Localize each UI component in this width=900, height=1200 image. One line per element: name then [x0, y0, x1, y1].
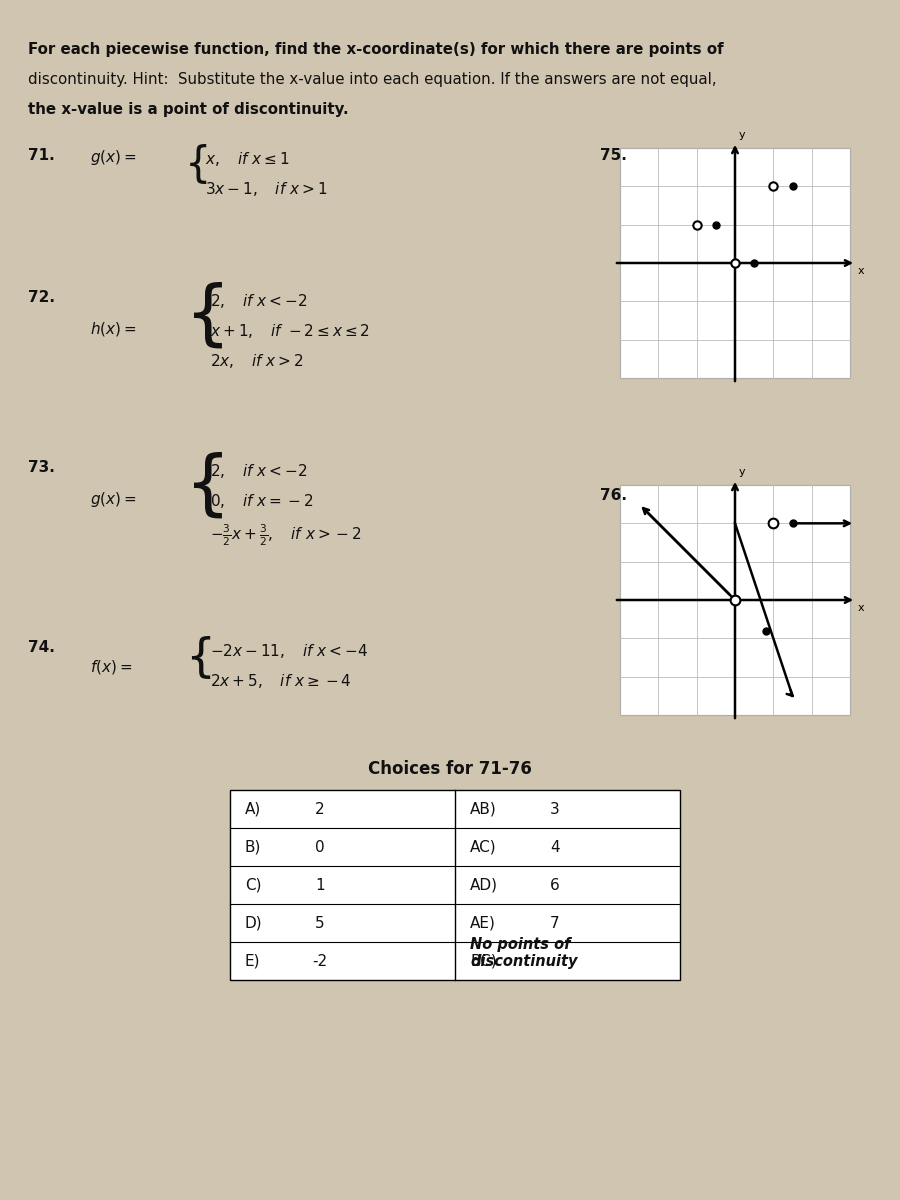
Text: y: y: [739, 467, 745, 476]
Text: 4: 4: [550, 840, 560, 854]
Text: AD): AD): [470, 877, 498, 893]
Text: $x,\quad if\ x \leq 1$: $x,\quad if\ x \leq 1$: [205, 150, 290, 168]
Text: AB): AB): [470, 802, 497, 816]
Text: {: {: [185, 144, 211, 186]
Text: {: {: [185, 452, 231, 521]
Text: $h(x) =$: $h(x) =$: [90, 320, 137, 338]
Text: $2x,\quad if\ x > 2$: $2x,\quad if\ x > 2$: [210, 352, 304, 370]
Text: AE): AE): [470, 916, 496, 930]
Text: B): B): [245, 840, 261, 854]
Text: $g(x) =$: $g(x) =$: [90, 148, 137, 167]
Text: 75.: 75.: [600, 148, 627, 163]
Text: 7: 7: [550, 916, 560, 930]
Polygon shape: [620, 485, 850, 715]
Text: E): E): [245, 954, 260, 968]
Text: x: x: [858, 266, 865, 276]
Text: AC): AC): [470, 840, 497, 854]
Text: {: {: [185, 636, 215, 680]
Text: $f(x) =$: $f(x) =$: [90, 658, 132, 676]
Text: $3x-1,\quad if\ x > 1$: $3x-1,\quad if\ x > 1$: [205, 180, 328, 198]
Text: x: x: [858, 602, 865, 613]
Text: {: {: [185, 282, 231, 350]
Text: 5: 5: [315, 916, 325, 930]
Text: 74.: 74.: [28, 640, 55, 655]
Polygon shape: [230, 790, 680, 980]
Text: Choices for 71-76: Choices for 71-76: [368, 760, 532, 778]
Text: 72.: 72.: [28, 290, 55, 305]
Text: 1: 1: [315, 877, 325, 893]
Text: No points of
discontinuity: No points of discontinuity: [470, 937, 578, 970]
Text: 3: 3: [550, 802, 560, 816]
Text: $0,\quad if\ x = -2$: $0,\quad if\ x = -2$: [210, 492, 313, 510]
Text: 6: 6: [550, 877, 560, 893]
Text: discontinuity. Hint:  Substitute the x-value into each equation. If the answers : discontinuity. Hint: Substitute the x-va…: [28, 72, 716, 86]
Text: BC): BC): [470, 954, 497, 968]
Text: 0: 0: [315, 840, 325, 854]
Text: For each piecewise function, find the x-coordinate(s) for which there are points: For each piecewise function, find the x-…: [28, 42, 724, 56]
Text: 2: 2: [315, 802, 325, 816]
Text: 76.: 76.: [600, 488, 627, 503]
Text: $x+1,\quad if\ -2 \leq x \leq 2$: $x+1,\quad if\ -2 \leq x \leq 2$: [210, 322, 370, 340]
Text: $-2x-11,\quad if\ x < -4$: $-2x-11,\quad if\ x < -4$: [210, 642, 368, 660]
Text: $g(x) =$: $g(x) =$: [90, 490, 137, 509]
Text: y: y: [739, 130, 745, 140]
Text: $-\frac{3}{2}x+\frac{3}{2},\quad if\ x > -2$: $-\frac{3}{2}x+\frac{3}{2},\quad if\ x >…: [210, 522, 362, 547]
Text: 71.: 71.: [28, 148, 55, 163]
Text: 73.: 73.: [28, 460, 55, 475]
Text: -2: -2: [312, 954, 328, 968]
Text: C): C): [245, 877, 262, 893]
Text: $2,\quad if\ x < -2$: $2,\quad if\ x < -2$: [210, 292, 308, 310]
Text: the x-value is a point of discontinuity.: the x-value is a point of discontinuity.: [28, 102, 348, 116]
Text: $2x+5,\quad if\ x \geq -4$: $2x+5,\quad if\ x \geq -4$: [210, 672, 352, 690]
Polygon shape: [620, 148, 850, 378]
Text: D): D): [245, 916, 263, 930]
Text: $2,\quad if\ x < -2$: $2,\quad if\ x < -2$: [210, 462, 308, 480]
Text: A): A): [245, 802, 261, 816]
